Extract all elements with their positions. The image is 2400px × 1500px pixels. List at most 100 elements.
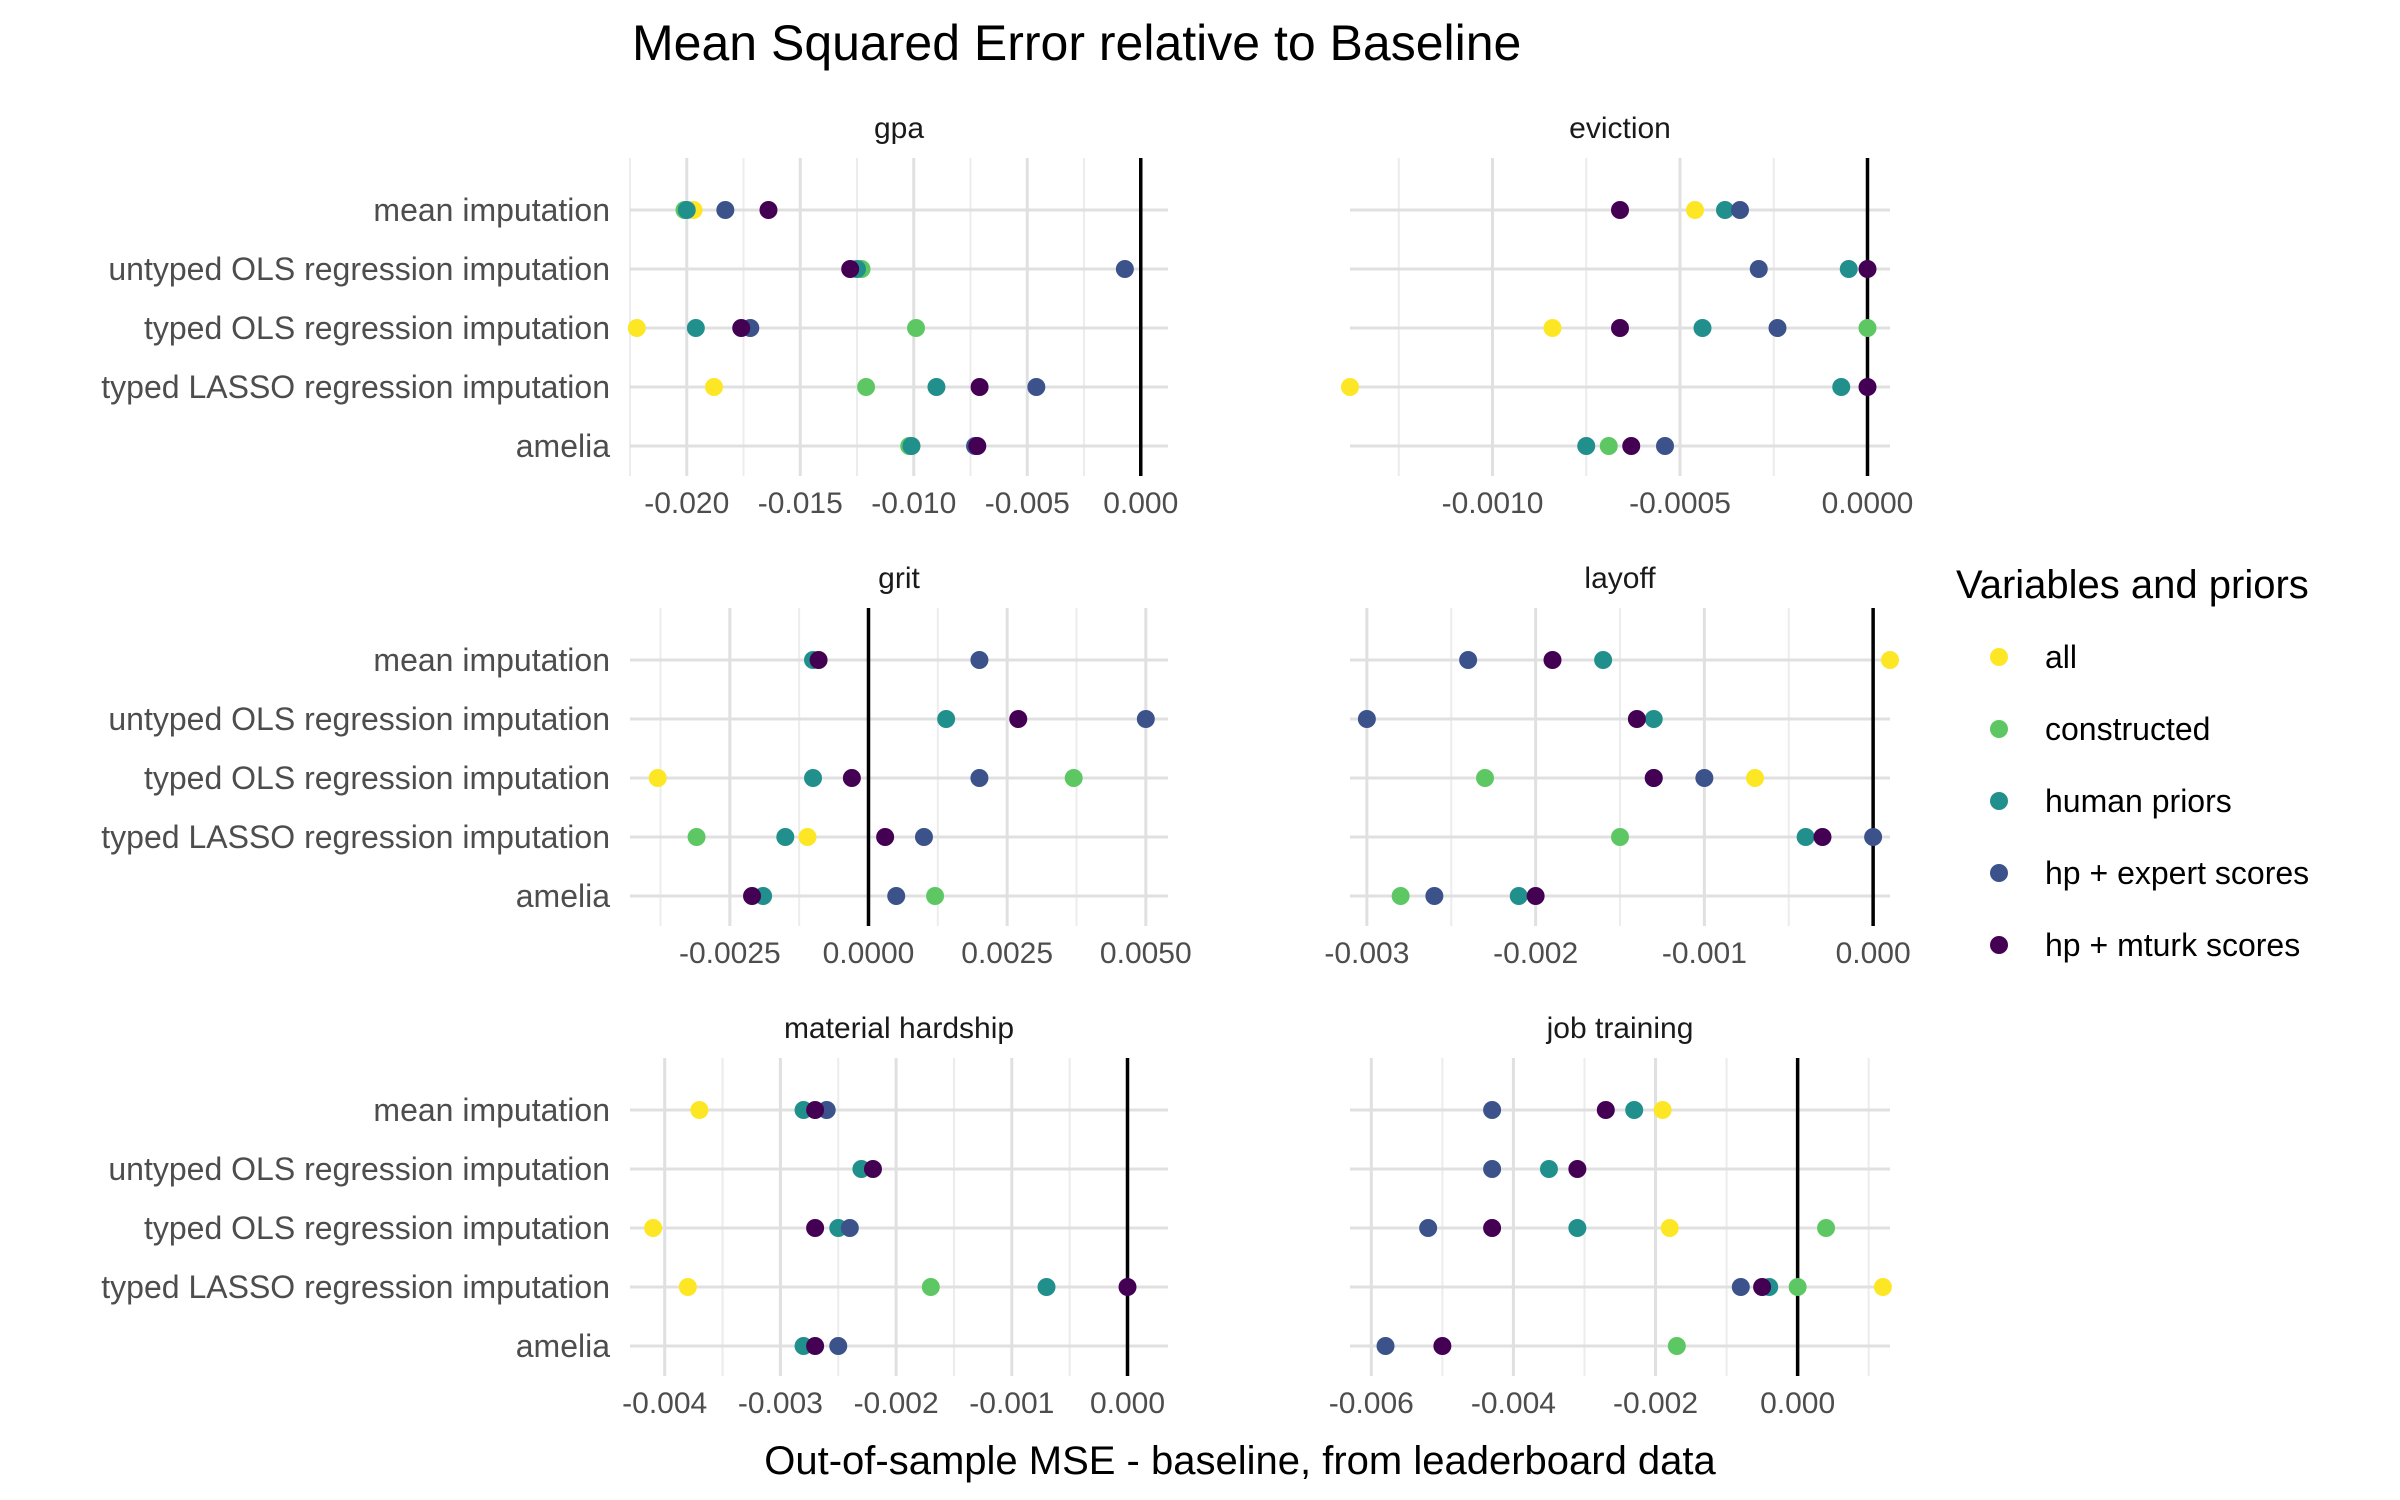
data-point-hp-mturk-scores [806,1337,825,1355]
category-label: mean imputation [373,192,610,228]
data-point-hp-expert-scores [1749,260,1768,278]
category-label: typed OLS regression imputation [144,310,610,346]
data-point-human-priors [927,378,946,396]
legend-label: constructed [2045,711,2210,747]
panels: gpa -0.020 -0.015 -0.010 -0.005 0.000 mean imp… [101,112,1913,1420]
chart-title: Mean Squared Error relative to Baseline [632,15,1521,71]
data-point-constructed [921,1278,940,1296]
data-point-hp-mturk-scores [1568,1160,1587,1178]
data-point-human-priors [776,828,795,846]
x-axis-label: Out-of-sample MSE - baseline, from leade… [764,1439,1716,1483]
data-point-hp-expert-scores [1419,1219,1438,1237]
panel-title: job training [1546,1012,1694,1045]
x-tick-label: -0.004 [622,1387,707,1420]
x-tick-label: -0.002 [854,1387,939,1420]
x-tick-label: -0.0025 [679,937,781,970]
legend-label: all [2045,639,2077,675]
data-point-hp-expert-scores [1136,710,1155,728]
data-point-all [644,1219,663,1237]
data-point-hp-mturk-scores [970,378,989,396]
data-point-hp-mturk-scores [1543,651,1562,669]
data-point-constructed [1611,828,1629,846]
data-point-human-priors [1625,1101,1644,1119]
x-tick-label: -0.006 [1329,1387,1414,1420]
data-point-hp-mturk-scores [863,1160,882,1178]
category-label: amelia [516,1328,610,1364]
x-tick-label: -0.020 [644,487,729,520]
data-point-constructed [907,319,926,337]
x-tick-label: 0.000 [1090,1387,1165,1420]
data-point-hp-expert-scores [970,651,989,669]
data-point-hp-mturk-scores [1627,710,1646,728]
data-point-all [678,1278,697,1296]
data-point-hp-mturk-scores [1858,260,1877,278]
x-tick-label: 0.0000 [1822,487,1914,520]
panel-title: eviction [1569,112,1671,145]
data-point-hp-mturk-scores [1433,1337,1452,1355]
data-point-human-priors [686,319,705,337]
x-tick-label: -0.003 [738,1387,823,1420]
legend-title: Variables and priors [1956,563,2309,607]
data-point-hp-mturk-scores [1596,1101,1615,1119]
legend-key-hp-expert-scores [1990,864,2008,882]
panel-eviction: eviction -0.0010 -0.0005 0.0000 [1341,112,1913,520]
legend-label: hp + mturk scores [2045,927,2300,963]
data-point-hp-mturk-scores [968,437,987,455]
data-point-hp-expert-scores [1731,1278,1750,1296]
data-point-hp-mturk-scores [1611,201,1629,219]
data-point-hp-expert-scores [1864,828,1883,846]
data-point-hp-expert-scores [887,887,906,905]
data-point-hp-expert-scores [1695,769,1714,787]
data-point-all [1873,1278,1892,1296]
data-point-all [1686,201,1704,219]
data-point-human-priors [902,437,921,455]
data-point-constructed [687,828,706,846]
data-point-hp-mturk-scores [743,887,762,905]
data-point-constructed [1064,769,1083,787]
x-tick-label: -0.001 [969,1387,1054,1420]
data-point-hp-mturk-scores [1483,1219,1502,1237]
data-point-all [627,319,646,337]
data-point-constructed [1858,319,1877,337]
data-point-all [798,828,817,846]
data-point-hp-expert-scores [1656,437,1674,455]
data-point-hp-expert-scores [1731,201,1749,219]
data-point-all [690,1101,709,1119]
data-point-hp-expert-scores [1459,651,1478,669]
data-point-constructed [1391,887,1410,905]
category-label: typed OLS regression imputation [144,760,610,796]
data-point-all [1881,651,1899,669]
data-point-human-priors [1644,710,1663,728]
x-tick-label: -0.001 [1662,937,1747,970]
data-point-hp-expert-scores [840,1219,859,1237]
category-label: typed OLS regression imputation [144,1210,610,1246]
data-point-hp-expert-scores [1483,1101,1502,1119]
data-point-human-priors [1839,260,1858,278]
data-point-hp-mturk-scores [1753,1278,1772,1296]
x-tick-label: -0.010 [871,487,956,520]
legend-key-all [1990,648,2008,666]
panel-title: material hardship [784,1012,1014,1045]
x-tick-label: 0.000 [1760,1387,1835,1420]
x-tick-label: -0.0005 [1629,487,1731,520]
data-point-hp-expert-scores [1115,260,1134,278]
data-point-hp-mturk-scores [841,260,860,278]
category-label: typed LASSO regression imputation [101,369,610,405]
panel-material-hardship: material hardship -0.004 -0.003 -0.002 -0.00… [101,1012,1168,1420]
data-point-hp-mturk-scores [876,828,895,846]
category-label: untyped OLS regression imputation [108,251,610,287]
data-point-hp-expert-scores [1425,887,1444,905]
category-label: untyped OLS regression imputation [108,1151,610,1187]
data-point-human-priors [1832,378,1851,396]
data-point-all [1746,769,1764,787]
data-point-human-priors [1037,1278,1056,1296]
data-point-hp-mturk-scores [1622,437,1641,455]
category-label: amelia [516,878,610,914]
data-point-hp-expert-scores [1768,319,1787,337]
data-point-human-priors [1577,437,1596,455]
data-point-hp-expert-scores [1357,710,1376,728]
data-point-constructed [926,887,945,905]
data-point-hp-mturk-scores [1526,887,1545,905]
panel-job-training: job training -0.006 -0.004 -0.002 0.000 [1329,1012,1892,1420]
